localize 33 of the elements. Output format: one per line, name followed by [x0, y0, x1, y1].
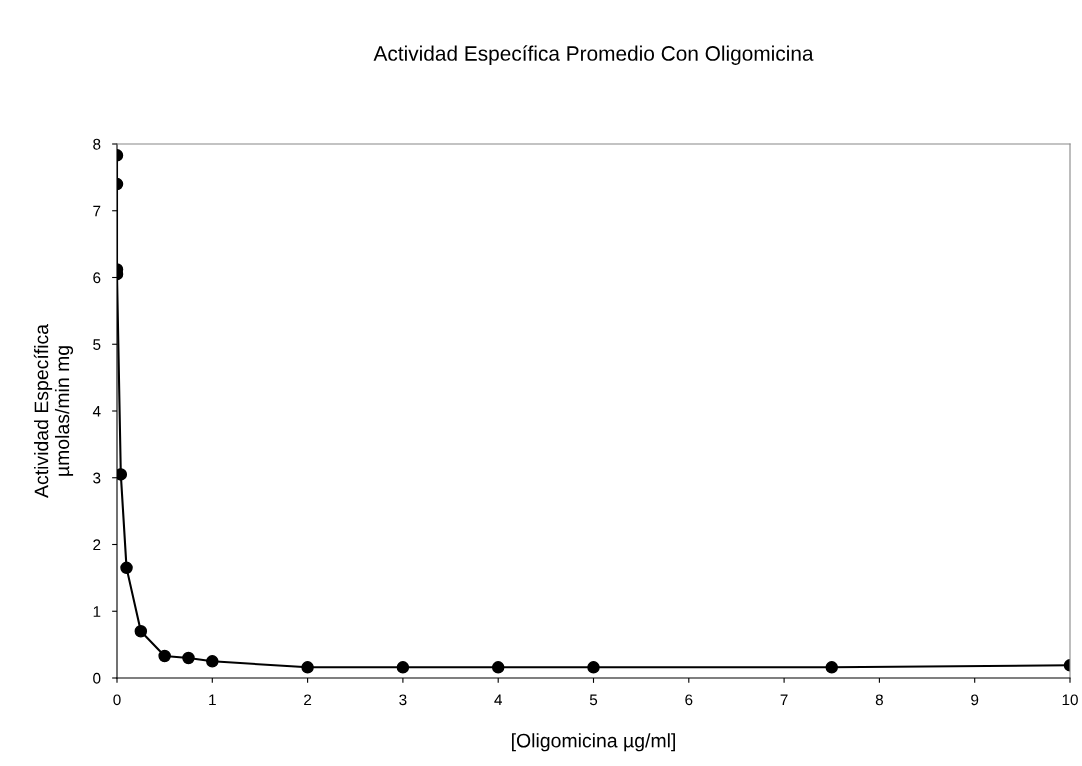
x-tick-label: 2	[304, 694, 312, 706]
y-tick-label: 6	[93, 272, 101, 284]
y-tick-label: 7	[93, 205, 101, 217]
y-tick-label: 8	[93, 138, 101, 150]
y-tick-label: 0	[93, 672, 101, 684]
x-tick-label: 3	[399, 694, 407, 706]
point	[396, 661, 410, 674]
x-axis-title: [Oligomicina µg/ml]	[512, 733, 675, 752]
x-tick-label: 10	[1062, 694, 1078, 706]
x-tick-label: 0	[113, 694, 121, 706]
point	[117, 468, 128, 481]
chart-title: Actividad Específica Promedio Con Oligomicina	[373, 45, 814, 65]
y-tick-label: 5	[93, 339, 101, 350]
x-tick-label: 7	[780, 694, 788, 706]
x-tick-label: 5	[589, 694, 598, 706]
x-tick-label: 9	[971, 694, 979, 706]
x-tick-label: 8	[875, 694, 883, 706]
y-tick-label: 4	[92, 406, 101, 417]
point	[158, 649, 171, 663]
point	[134, 625, 148, 638]
point	[206, 655, 219, 668]
point	[491, 661, 505, 674]
point	[182, 651, 195, 665]
y-axis-title: Actividad Específica µmolas/min mg	[33, 324, 74, 498]
y-tick-label: 2	[93, 539, 101, 551]
y-tick-label: 3	[93, 472, 101, 484]
y-tick-label: 1	[93, 606, 101, 617]
x-tick-label: 6	[685, 694, 693, 706]
point	[120, 561, 133, 575]
x-tick-label: 4	[494, 694, 502, 706]
point	[587, 661, 600, 674]
point	[301, 661, 314, 674]
x-tick-label: 1	[209, 694, 216, 706]
